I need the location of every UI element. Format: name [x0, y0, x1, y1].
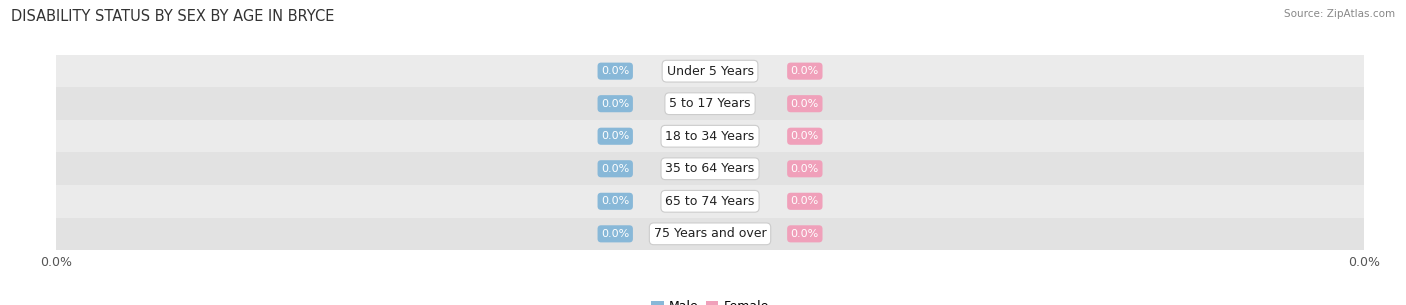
Text: 0.0%: 0.0% [790, 164, 818, 174]
Text: 0.0%: 0.0% [602, 164, 630, 174]
Text: 75 Years and over: 75 Years and over [654, 227, 766, 240]
Text: 0.0%: 0.0% [790, 66, 818, 76]
Text: Source: ZipAtlas.com: Source: ZipAtlas.com [1284, 9, 1395, 19]
Text: 18 to 34 Years: 18 to 34 Years [665, 130, 755, 143]
Text: Under 5 Years: Under 5 Years [666, 65, 754, 78]
Text: 0.0%: 0.0% [602, 131, 630, 141]
Text: 0.0%: 0.0% [602, 196, 630, 206]
Text: 0.0%: 0.0% [790, 99, 818, 109]
Bar [56, 55, 1364, 88]
Text: 0.0%: 0.0% [790, 229, 818, 239]
Text: 0.0%: 0.0% [790, 196, 818, 206]
Legend: Male, Female: Male, Female [647, 295, 773, 305]
Text: 0.0%: 0.0% [790, 131, 818, 141]
Text: 35 to 64 Years: 35 to 64 Years [665, 162, 755, 175]
Bar [56, 120, 1364, 152]
Bar [56, 185, 1364, 217]
Text: 5 to 17 Years: 5 to 17 Years [669, 97, 751, 110]
Bar [56, 152, 1364, 185]
Text: 0.0%: 0.0% [602, 99, 630, 109]
Text: 0.0%: 0.0% [602, 66, 630, 76]
Bar [56, 88, 1364, 120]
Text: 65 to 74 Years: 65 to 74 Years [665, 195, 755, 208]
Bar [56, 217, 1364, 250]
Text: 0.0%: 0.0% [602, 229, 630, 239]
Text: DISABILITY STATUS BY SEX BY AGE IN BRYCE: DISABILITY STATUS BY SEX BY AGE IN BRYCE [11, 9, 335, 24]
